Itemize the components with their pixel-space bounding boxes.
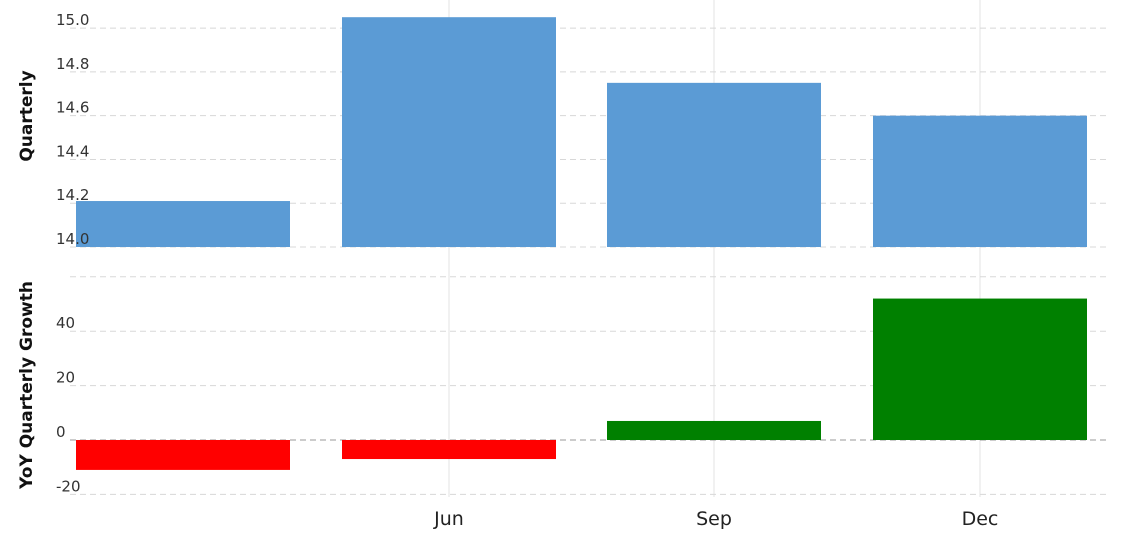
quarterly-panel: 14.0 14.2 14.4 14.6 14.8 15.0: [56, 11, 1110, 248]
yoy-positive-bar: [607, 420, 821, 440]
yoy-y-tick-label: 0: [56, 423, 66, 441]
quarterly-bar: [342, 17, 556, 248]
quarterly-y-tick-label: 14.0: [56, 230, 89, 248]
yoy-negative-bar: [342, 440, 556, 460]
quarterly-bar: [607, 82, 821, 247]
yoy-y-axis-label: YoY Quarterly Growth: [17, 281, 37, 490]
x-tick-label: Sep: [696, 508, 732, 530]
yoy-panel: -20 0 20 40: [56, 276, 1110, 495]
yoy-y-tick-label: 40: [56, 314, 75, 332]
x-tick-label: Dec: [962, 508, 999, 530]
quarterly-y-tick-label: 14.8: [56, 55, 89, 73]
quarterly-bar: [873, 115, 1087, 247]
quarterly-bar: [76, 201, 290, 247]
quarterly-y-tick-label: 15.0: [56, 11, 89, 29]
quarterly-y-ticks: 14.0 14.2 14.4 14.6 14.8 15.0: [56, 11, 89, 248]
yoy-y-tick-label: 20: [56, 369, 75, 387]
quarterly-bars: [76, 17, 1087, 248]
quarterly-y-tick-label: 14.4: [56, 142, 89, 160]
quarterly-y-tick-label: 14.2: [56, 186, 89, 204]
x-tick-label: Jun: [433, 508, 464, 530]
yoy-positive-bar: [873, 298, 1087, 440]
yoy-y-ticks: -20 0 20 40: [56, 314, 81, 495]
x-axis-ticks: Jun Sep Dec: [433, 508, 998, 530]
yoy-negative-bar: [76, 440, 290, 470]
yoy-y-tick-label: -20: [56, 477, 81, 495]
quarterly-y-axis-label: Quarterly: [17, 70, 37, 161]
yoy-bars: [76, 298, 1087, 470]
quarterly-y-tick-label: 14.6: [56, 99, 89, 117]
